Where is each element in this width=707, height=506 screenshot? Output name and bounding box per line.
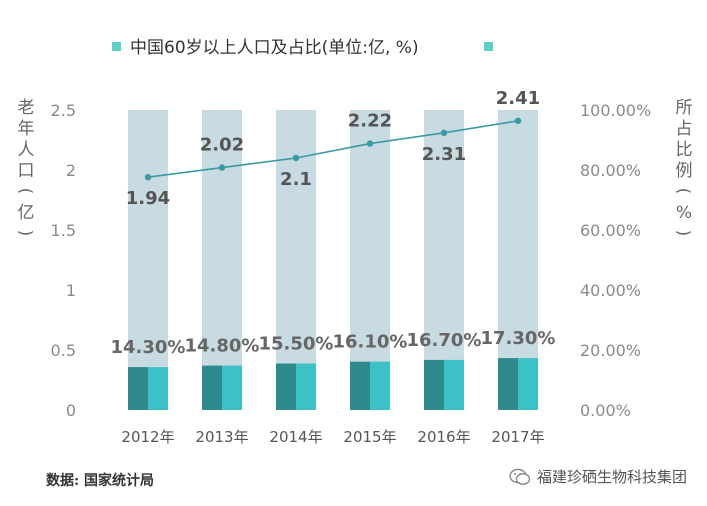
bar-light-2 (296, 363, 316, 410)
right-axis-title-char-6: ) (673, 230, 693, 237)
left-tick-3: 1.5 (51, 221, 76, 240)
left-axis-title-char-1: 年 (18, 119, 35, 139)
percent-label-4: 16.70% (407, 330, 482, 351)
right-axis-title-char-0: 所 (676, 98, 693, 118)
bar-light-5 (518, 358, 538, 410)
population-label-4: 2.31 (422, 144, 466, 165)
bars: 14.30% 14.80% 15.50% 16.10% 16.70% 17.30% (111, 110, 556, 410)
watermark-text: 福建珍硒生物科技集团 (536, 468, 687, 486)
left-axis-title-char-5: 亿 (18, 203, 35, 223)
right-tick-2: 40.00% (580, 281, 641, 300)
population-label-1: 2.02 (200, 135, 244, 156)
right-tick-3: 60.00% (580, 221, 641, 240)
bar-background-1 (202, 110, 242, 410)
percent-label-3: 16.10% (333, 332, 408, 353)
bar-light-0 (148, 367, 168, 410)
left-tick-4: 2 (66, 161, 76, 180)
right-axis-title-char-1: 占 (676, 119, 693, 139)
legend: 中国60岁以上人口及占比(单位:亿, %) (112, 38, 493, 58)
bar-background-3 (350, 110, 390, 410)
right-tick-0: 0.00% (580, 401, 631, 420)
x-tick-2: 2014年 (269, 428, 322, 446)
population-line (147, 120, 519, 178)
x-tick-0: 2012年 (121, 428, 174, 446)
chart-title: 中国60岁以上人口及占比(单位:亿, %) (130, 38, 419, 58)
percent-label-0: 14.30% (111, 337, 186, 358)
population-label-2: 2.1 (280, 169, 312, 190)
left-axis-title-char-3: 口 (18, 161, 35, 181)
x-tick-3: 2015年 (343, 428, 396, 446)
x-tick-5: 2017年 (491, 428, 544, 446)
legend-marker-left (112, 42, 121, 51)
legend-marker-right (484, 42, 493, 51)
right-axis-title-char-4: ( (673, 188, 693, 195)
line-series: 1.94 2.02 2.1 2.22 2.31 2.41 (126, 88, 540, 209)
left-tick-5: 2.5 (51, 101, 76, 120)
right-tick-1: 20.00% (580, 341, 641, 360)
line-point-4 (440, 129, 448, 136)
wechat-icon (509, 468, 531, 485)
x-tick-4: 2016年 (417, 428, 470, 446)
bar-dark-0 (128, 367, 148, 410)
left-tick-1: 0.5 (51, 341, 76, 360)
bar-background-0 (128, 110, 168, 410)
line-point-2 (292, 154, 300, 162)
left-axis-title-char-6: ) (15, 230, 35, 237)
right-axis-title-char-3: 例 (676, 161, 693, 181)
source-note: 数据: 国家统计局 (46, 473, 155, 489)
bar-dark-3 (350, 361, 370, 410)
population-label-0: 1.94 (126, 188, 170, 209)
watermark: 福建珍硒生物科技集团 (509, 466, 687, 487)
line-point-5 (514, 117, 522, 125)
bar-light-4 (444, 359, 464, 410)
x-tick-1: 2013年 (195, 428, 248, 446)
bar-dark-4 (424, 359, 444, 410)
bar-dark-1 (202, 365, 222, 410)
left-tick-0: 0 (66, 401, 76, 420)
bar-dark-2 (276, 363, 296, 410)
left-axis-title-char-0: 老 (18, 98, 35, 118)
right-axis-title-char-2: 比 (676, 140, 693, 160)
left-tick-2: 1 (66, 281, 76, 300)
axis-ticks: 0 0.5 1 1.5 2 2.5 0.00% 20.00% 40.00% 60.00% 80.00… (51, 101, 652, 446)
population-label-5: 2.41 (496, 88, 540, 109)
bar-light-1 (222, 365, 242, 410)
percent-label-5: 17.30% (481, 328, 556, 349)
percent-label-1: 14.80% (185, 336, 260, 357)
bar-dark-5 (498, 358, 518, 410)
right-tick-4: 80.00% (580, 161, 641, 180)
right-axis-title-char-5: % (676, 203, 692, 223)
right-tick-5: 100.00% (580, 101, 651, 120)
left-axis-title-char-4: ( (15, 188, 35, 195)
left-axis-title-char-2: 人 (18, 140, 35, 160)
line-point-3 (366, 140, 374, 147)
bar-light-3 (370, 361, 390, 410)
line-point-0 (144, 174, 152, 181)
percent-label-2: 15.50% (259, 334, 334, 355)
population-label-3: 2.22 (348, 111, 392, 132)
line-point-1 (218, 164, 226, 171)
